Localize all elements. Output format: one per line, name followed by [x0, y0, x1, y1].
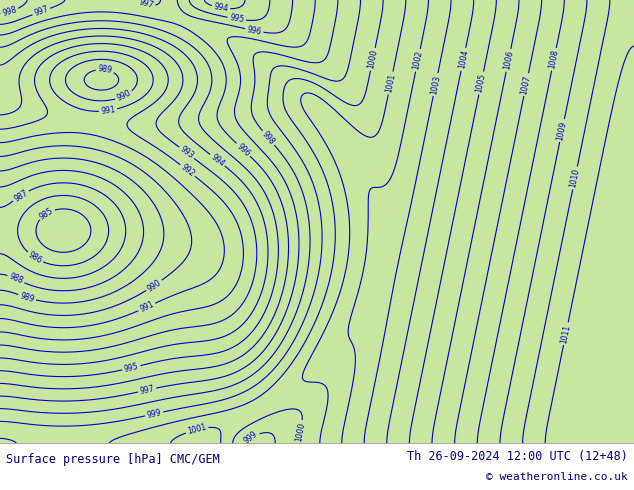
Text: 998: 998	[261, 129, 276, 147]
Text: 1011: 1011	[560, 323, 572, 344]
Text: 1003: 1003	[429, 74, 442, 95]
Text: 994: 994	[209, 152, 226, 168]
Text: Th 26-09-2024 12:00 UTC (12+48): Th 26-09-2024 12:00 UTC (12+48)	[407, 450, 628, 463]
Text: 1009: 1009	[556, 120, 569, 141]
Text: 1006: 1006	[502, 50, 515, 71]
Text: 987: 987	[12, 188, 29, 203]
Text: 997: 997	[138, 0, 155, 11]
Text: 1001: 1001	[186, 423, 207, 436]
Text: 990: 990	[115, 89, 133, 103]
Text: 1000: 1000	[294, 421, 306, 442]
Text: 1008: 1008	[548, 49, 560, 70]
Text: 989: 989	[19, 291, 36, 304]
Text: 995: 995	[229, 13, 245, 24]
Text: 999: 999	[243, 429, 260, 445]
Text: 993: 993	[178, 145, 195, 161]
Text: 1007: 1007	[520, 74, 533, 95]
Text: 995: 995	[123, 362, 139, 374]
Text: 1002: 1002	[411, 50, 424, 71]
Text: 998: 998	[1, 5, 18, 18]
Text: 997: 997	[139, 384, 155, 396]
Text: 986: 986	[27, 250, 44, 266]
Text: © weatheronline.co.uk: © weatheronline.co.uk	[486, 472, 628, 482]
Text: 991: 991	[100, 105, 116, 116]
Text: 991: 991	[138, 300, 155, 314]
Text: 996: 996	[246, 24, 262, 36]
Text: 1005: 1005	[475, 73, 488, 94]
Text: 985: 985	[38, 206, 55, 221]
Text: 988: 988	[8, 272, 24, 286]
Text: Surface pressure [hPa] CMC/GEM: Surface pressure [hPa] CMC/GEM	[6, 453, 220, 466]
Text: 999: 999	[146, 408, 162, 420]
Text: 1010: 1010	[569, 168, 581, 188]
Text: 1000: 1000	[366, 49, 379, 70]
Text: 1004: 1004	[457, 49, 470, 70]
Text: 996: 996	[235, 142, 252, 158]
Text: 1001: 1001	[384, 73, 397, 94]
Text: 989: 989	[97, 64, 113, 75]
Text: 994: 994	[213, 2, 229, 14]
Text: 990: 990	[146, 278, 163, 293]
Text: 997: 997	[33, 5, 49, 18]
Text: 992: 992	[179, 162, 196, 178]
